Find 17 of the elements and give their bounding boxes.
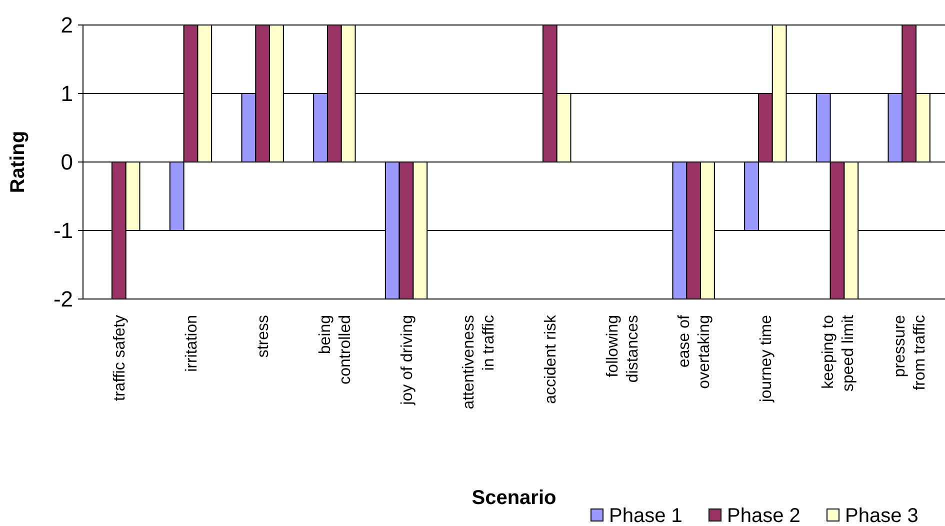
- y-tick-label: -1: [53, 218, 73, 244]
- legend-label: Phase 1: [609, 505, 682, 526]
- y-tick-label: 0: [60, 150, 73, 175]
- x-tick-label: stress: [255, 315, 272, 358]
- y-axis-title: Rating: [7, 130, 29, 194]
- x-tick-label: traffic safety: [112, 315, 129, 401]
- x-tick-label: attentiveness in traffic: [460, 315, 498, 410]
- x-tick-label: joy of driving: [398, 315, 416, 406]
- legend-label: Phase 3: [845, 505, 918, 526]
- y-tick-label: -2: [53, 286, 73, 312]
- legend-label: Phase 2: [727, 505, 800, 526]
- x-axis-title: Scenario: [472, 487, 556, 509]
- y-tick-label: 2: [60, 12, 73, 38]
- y-tick-label: 1: [60, 81, 73, 106]
- x-tick-label: accident risk: [542, 314, 560, 404]
- x-tick-label: irritation: [183, 315, 200, 372]
- x-tick-label: journey time: [758, 314, 776, 404]
